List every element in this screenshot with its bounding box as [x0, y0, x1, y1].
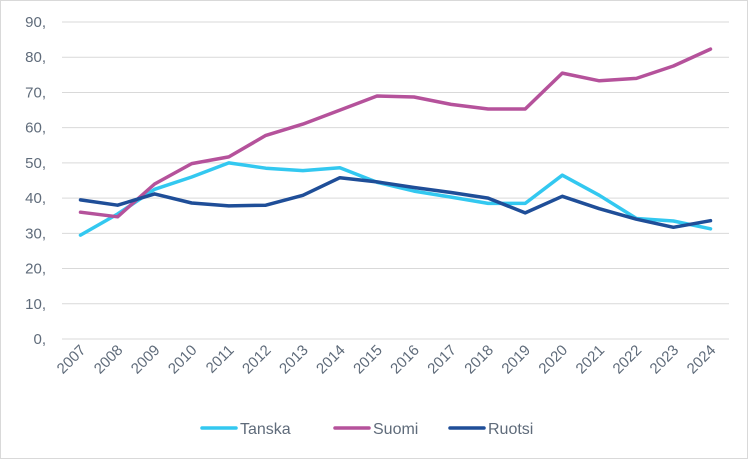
series-line-ruotsi — [78, 175, 713, 230]
y-tick-label: 40, — [25, 190, 46, 207]
x-tick-label: 2013 — [276, 342, 312, 378]
x-tick-label: 2020 — [535, 342, 571, 378]
y-axis-tick-labels: 0, 10, 20, 30, 40, 50, 60, 70, 80, 90, — [25, 14, 46, 348]
y-tick-label: 0, — [33, 331, 46, 348]
series-line-suomi — [78, 47, 713, 219]
y-tick-label: 50, — [25, 155, 46, 172]
x-tick-label: 2022 — [610, 342, 646, 378]
legend: Tanska Suomi Ruotsi — [200, 421, 533, 438]
x-tick-label: 2010 — [165, 342, 201, 378]
x-tick-label: 2014 — [313, 342, 349, 378]
x-tick-label: 2012 — [239, 342, 275, 378]
legend-label: Tanska — [240, 421, 291, 438]
y-tick-label: 90, — [25, 14, 46, 31]
gridlines — [62, 21, 729, 340]
x-tick-label: 2024 — [684, 342, 720, 378]
series-lines — [78, 47, 713, 237]
legend-label: Ruotsi — [488, 421, 533, 438]
legend-label: Suomi — [373, 421, 418, 438]
x-tick-label: 2017 — [424, 342, 460, 378]
y-tick-label: 70, — [25, 84, 46, 101]
x-tick-label: 2023 — [647, 342, 683, 378]
y-tick-label: 10, — [25, 296, 46, 313]
x-axis-tick-labels: 2007 2008 2009 2010 2011 2012 2013 2014 2015 2016… — [54, 342, 720, 378]
x-tick-label: 2011 — [203, 342, 238, 377]
y-tick-label: 80, — [25, 49, 46, 66]
x-tick-label: 2007 — [54, 342, 90, 378]
x-tick-label: 2018 — [461, 342, 497, 378]
x-tick-label: 2016 — [387, 342, 423, 378]
y-tick-label: 20, — [25, 261, 46, 278]
x-tick-label: 2019 — [498, 342, 534, 378]
x-tick-label: 2009 — [128, 342, 164, 378]
x-tick-label: 2015 — [350, 342, 386, 378]
y-tick-label: 60, — [25, 120, 46, 137]
x-tick-label: 2021 — [573, 342, 609, 378]
series-line-tanska — [78, 161, 713, 237]
y-tick-label: 30, — [25, 225, 46, 242]
x-tick-label: 2008 — [91, 342, 127, 378]
